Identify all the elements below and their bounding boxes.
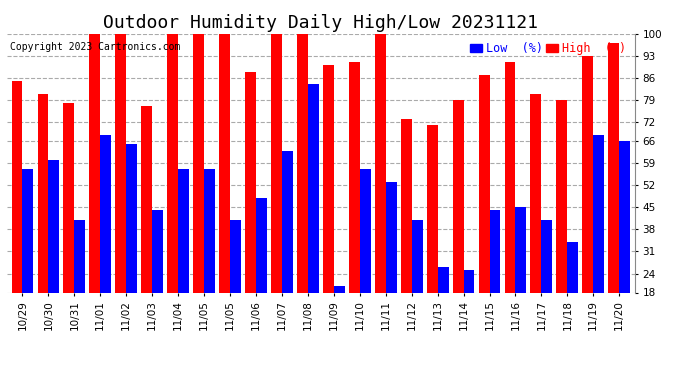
- Bar: [167, 34, 178, 292]
- Bar: [609, 43, 619, 292]
- Bar: [256, 198, 267, 292]
- Bar: [426, 125, 437, 292]
- Legend: Low  (%), High  (%): Low (%), High (%): [471, 42, 626, 55]
- Bar: [531, 94, 542, 292]
- Bar: [582, 56, 593, 292]
- Bar: [489, 210, 500, 292]
- Bar: [412, 220, 422, 292]
- Bar: [126, 144, 137, 292]
- Bar: [48, 160, 59, 292]
- Bar: [204, 170, 215, 292]
- Bar: [556, 100, 567, 292]
- Bar: [375, 34, 386, 292]
- Bar: [115, 34, 126, 292]
- Bar: [308, 84, 319, 292]
- Bar: [245, 72, 256, 292]
- Bar: [230, 220, 241, 292]
- Bar: [437, 267, 448, 292]
- Bar: [359, 170, 371, 292]
- Bar: [349, 62, 359, 292]
- Bar: [193, 34, 204, 292]
- Bar: [75, 220, 86, 292]
- Bar: [593, 135, 604, 292]
- Text: Copyright 2023 Cartronics.com: Copyright 2023 Cartronics.com: [10, 42, 180, 51]
- Bar: [515, 207, 526, 292]
- Bar: [386, 182, 397, 292]
- Bar: [542, 220, 552, 292]
- Bar: [63, 103, 75, 292]
- Bar: [297, 34, 308, 292]
- Bar: [219, 34, 230, 292]
- Title: Outdoor Humidity Daily High/Low 20231121: Outdoor Humidity Daily High/Low 20231121: [104, 14, 538, 32]
- Bar: [504, 62, 515, 292]
- Bar: [323, 65, 334, 292]
- Bar: [271, 34, 282, 292]
- Bar: [141, 106, 152, 292]
- Bar: [12, 81, 23, 292]
- Bar: [282, 150, 293, 292]
- Bar: [152, 210, 163, 292]
- Bar: [23, 170, 33, 292]
- Bar: [37, 94, 48, 292]
- Bar: [401, 119, 412, 292]
- Bar: [100, 135, 111, 292]
- Bar: [178, 170, 189, 292]
- Bar: [567, 242, 578, 292]
- Bar: [90, 34, 100, 292]
- Bar: [619, 141, 630, 292]
- Bar: [479, 75, 489, 292]
- Bar: [334, 286, 345, 292]
- Bar: [453, 100, 464, 292]
- Bar: [464, 270, 475, 292]
